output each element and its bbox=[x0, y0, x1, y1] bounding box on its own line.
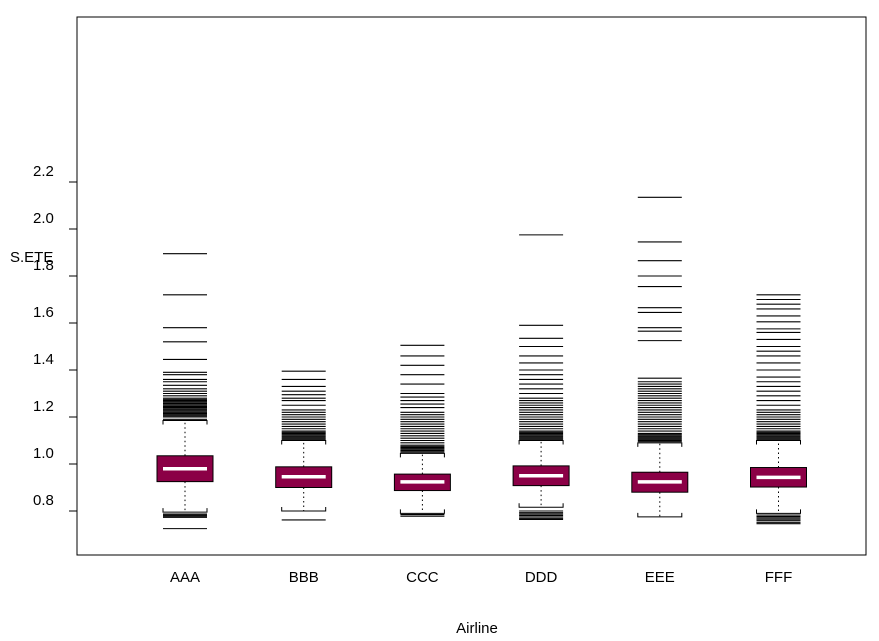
upper-whisker-cap bbox=[637, 442, 683, 447]
box-group-eee bbox=[631, 196, 689, 518]
y-tick-label: 1.6 bbox=[33, 304, 54, 321]
y-tick-label: 2.2 bbox=[33, 163, 54, 180]
box-group-aaa bbox=[156, 253, 214, 530]
y-tick-label: 2.0 bbox=[33, 210, 54, 227]
y-tick-label: 1.0 bbox=[33, 445, 54, 462]
x-axis: AAA BBB CCC DDD EEE FFF bbox=[170, 569, 792, 586]
x-tick-label: FFF bbox=[765, 569, 793, 586]
lower-whisker-cap bbox=[756, 509, 801, 514]
y-tick-label: 1.8 bbox=[33, 257, 54, 274]
y-tick-label: 1.4 bbox=[33, 351, 54, 368]
upper-whisker-cap bbox=[399, 452, 445, 458]
lower-whisker-cap bbox=[637, 512, 683, 518]
y-tick-label: 1.2 bbox=[33, 398, 54, 415]
y-axis: 0.8 1.0 1.2 1.4 1.6 1.8 2.0 2.2 bbox=[33, 163, 77, 512]
box-group-bbb bbox=[275, 370, 333, 521]
box-group-ccc bbox=[393, 344, 451, 517]
box-group-fff bbox=[750, 294, 807, 525]
lower-whisker-cap bbox=[399, 509, 445, 514]
x-tick-label: BBB bbox=[289, 569, 319, 586]
x-tick-label: DDD bbox=[525, 569, 558, 586]
x-tick-label: CCC bbox=[406, 569, 439, 586]
lower-whisker-cap bbox=[518, 503, 564, 508]
x-tick-label: EEE bbox=[645, 569, 675, 586]
y-tick-label: 0.8 bbox=[33, 492, 54, 509]
upper-whisker-cap bbox=[281, 440, 327, 445]
upper-whisker-cap bbox=[518, 440, 564, 445]
box-series bbox=[156, 196, 807, 530]
lower-whisker-cap bbox=[281, 507, 327, 512]
x-axis-title: Airline bbox=[456, 620, 498, 637]
upper-whisker-cap bbox=[162, 420, 208, 425]
upper-whisker-cap bbox=[756, 440, 801, 445]
plot-frame bbox=[76, 16, 867, 556]
box-group-ddd bbox=[512, 234, 570, 521]
x-tick-label: AAA bbox=[170, 569, 200, 586]
y-axis-title: S.ETE bbox=[10, 249, 53, 266]
lower-whisker-cap bbox=[162, 508, 208, 513]
